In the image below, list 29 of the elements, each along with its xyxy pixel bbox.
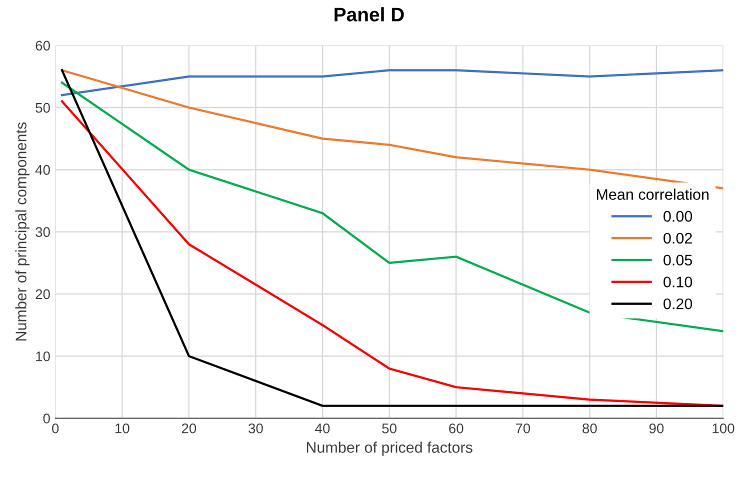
x-tick-label: 80 (582, 423, 597, 434)
y-tick-label: 0 (43, 414, 50, 424)
y-tick-label: 50 (36, 102, 50, 113)
chart-title: Panel D (334, 7, 404, 22)
line-series (60, 82, 724, 332)
legend-label: 0.02 (664, 232, 692, 244)
line-series (60, 69, 724, 190)
y-axis-title: Number of principal components (15, 122, 30, 341)
x-axis-title: Number of priced factors (306, 442, 472, 456)
x-tick-label: 0 (52, 423, 59, 434)
x-tick-label: 90 (649, 423, 664, 434)
y-tick-label: 40 (35, 165, 50, 175)
x-tick-label: 60 (449, 423, 464, 434)
legend-label: 0.05 (664, 254, 692, 266)
y-tick-label: 30 (36, 227, 50, 237)
y-tick-label: 60 (36, 40, 50, 51)
x-tick-label: 20 (182, 423, 196, 434)
x-tick-label: 30 (248, 423, 263, 434)
x-tick-label: 40 (315, 423, 330, 434)
y-tick-label: 10 (36, 351, 50, 362)
x-tick-label: 100 (712, 423, 734, 434)
legend-title: Mean correlation (596, 188, 709, 200)
x-tick-label: 70 (516, 423, 530, 434)
y-tick-label: 20 (36, 289, 50, 300)
x-tick-label: 50 (382, 423, 396, 434)
legend-label: 0.10 (664, 276, 692, 288)
legend-label: 0.00 (664, 210, 692, 222)
legend-label: 0.20 (664, 298, 692, 310)
x-tick-label: 10 (115, 423, 130, 434)
